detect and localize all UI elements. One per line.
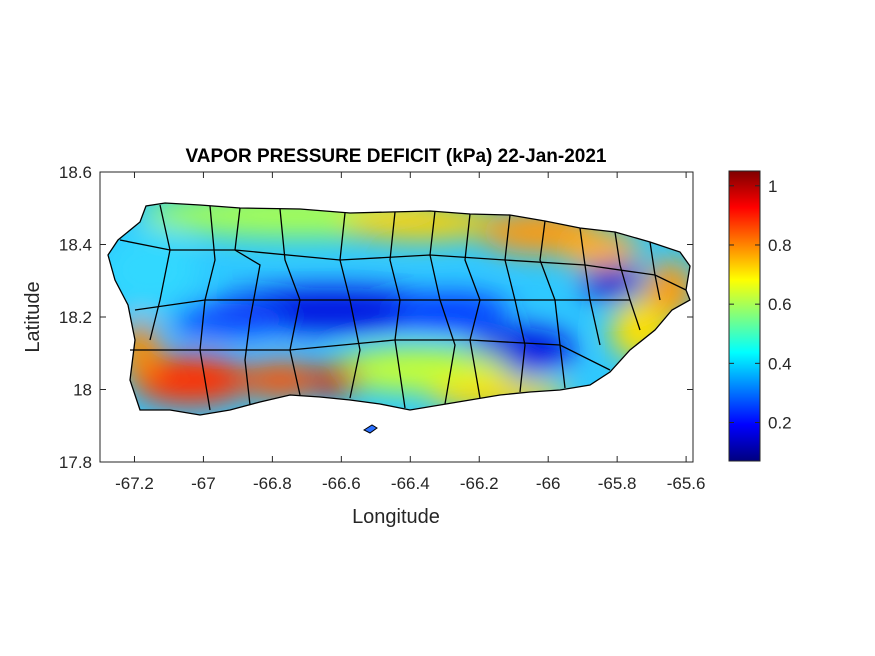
- colorbar-ticks: 0.2 0.4 0.6 0.8 1: [729, 177, 792, 433]
- municipality-boundaries: [107, 202, 691, 416]
- x-tick-label: -65.6: [667, 474, 706, 493]
- x-tick-label: -65.8: [598, 474, 637, 493]
- y-tick-label: 17.8: [59, 453, 92, 472]
- colorbar-tick-label: 0.8: [768, 236, 792, 255]
- caja-de-muertos-island: [362, 424, 378, 434]
- colorbar: [728, 170, 761, 462]
- y-tick-label: 18.4: [59, 236, 92, 255]
- x-axis-label: Longitude: [352, 506, 440, 528]
- x-tick-label: -66.2: [460, 474, 499, 493]
- y-tick-label: 18: [73, 381, 92, 400]
- x-tick-label: -66.4: [391, 474, 430, 493]
- y-tick-label: 18.2: [59, 308, 92, 327]
- x-tick-label: -66.8: [253, 474, 292, 493]
- y-axis-label: Latitude: [22, 281, 44, 352]
- x-tick-label: -67: [191, 474, 216, 493]
- y-tick-label: 18.6: [59, 163, 92, 182]
- colorbar-tick-label: 0.2: [768, 414, 792, 433]
- colorbar-tick-label: 1: [768, 177, 777, 196]
- colorbar-tick-label: 0.6: [768, 295, 792, 314]
- y-axis-ticks: 17.8 18 18.2 18.4 18.6: [59, 163, 693, 472]
- x-tick-label: -66: [536, 474, 561, 493]
- chart-title: VAPOR PRESSURE DEFICIT (kPa) 22-Jan-2021: [186, 146, 607, 167]
- colorbar-tick-label: 0.4: [768, 354, 792, 373]
- x-tick-label: -67.2: [115, 474, 154, 493]
- x-axis-ticks: -67.2 -67 -66.8 -66.6 -66.4 -66.2 -66 -65.8 -65.…: [115, 172, 705, 493]
- x-tick-label: -66.6: [322, 474, 361, 493]
